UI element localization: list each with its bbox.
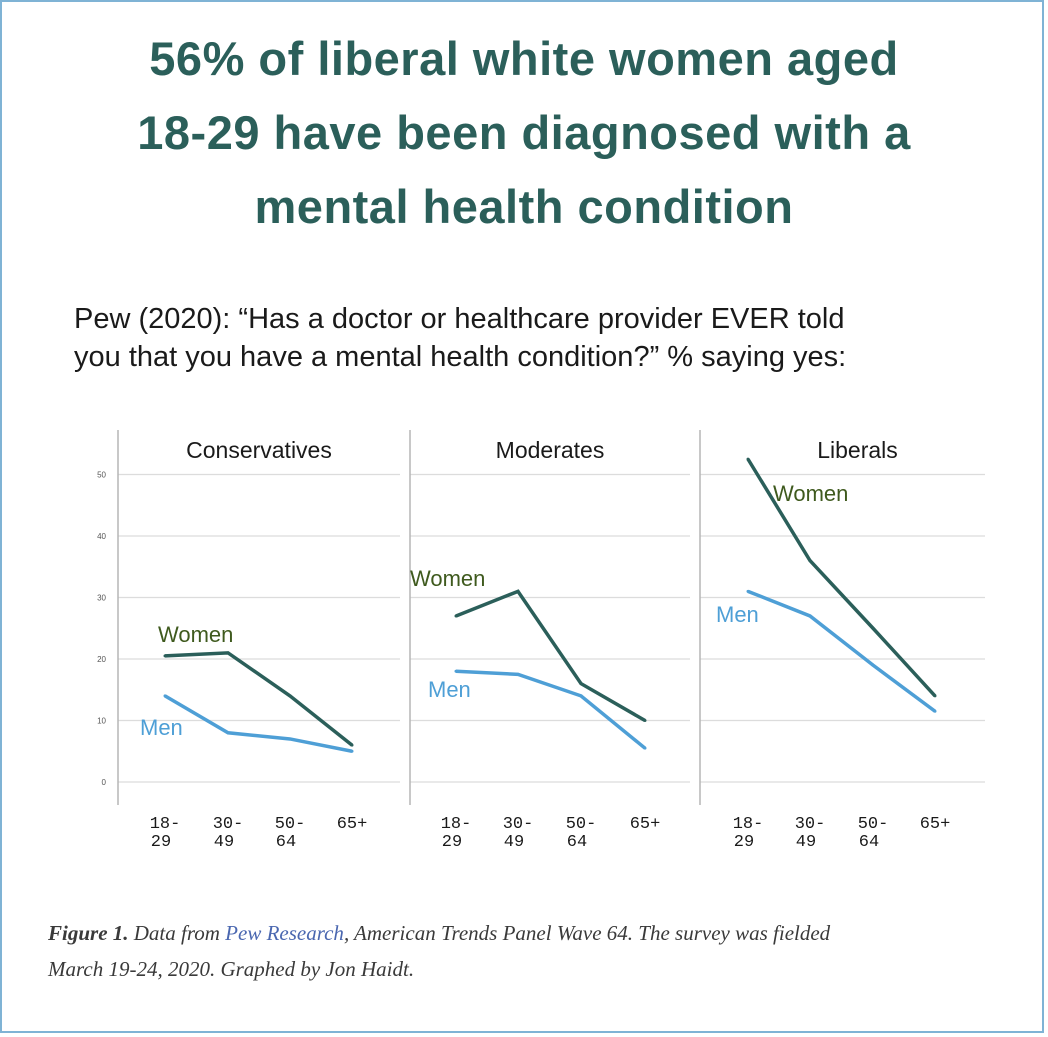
caption-text-1: Data from [133,921,226,945]
data-point-women [454,614,458,618]
y-tick-label: 20 [97,655,106,664]
data-point-women [350,743,354,747]
x-tick-label: 30-49 [213,815,244,852]
y-tick-label: 50 [97,471,106,480]
panel-title: Conservatives [186,437,332,463]
series-label-women: Women [158,622,233,647]
series-line-men [455,669,647,750]
chart-area: 0 10 20 30 40 50 Conservatives 18-29 30-49 50-64 6… [97,430,985,852]
series-line-men [747,589,937,713]
y-tick-label: 40 [97,532,106,541]
data-point-men [871,663,875,667]
data-point-men [288,737,292,741]
x-tick-label: 65+ [337,815,368,834]
data-point-women [933,694,937,698]
data-point-men [746,589,750,593]
data-point-women [808,559,812,563]
y-tick-label: 30 [97,594,106,603]
y-tick-label: 0 [102,778,107,787]
series-label-men: Men [140,715,183,740]
data-point-men [350,749,354,753]
series-line-women [455,589,646,723]
x-tick-label: 18-29 [441,815,472,852]
caption-figure-label: Figure 1. [48,921,129,945]
caption-source-link[interactable]: Pew Research [225,921,344,945]
panel-title: Liberals [817,437,898,463]
series-line-men [164,694,353,753]
x-tick-label: 50-64 [566,815,597,852]
data-point-men [808,614,812,618]
y-tick-label: 10 [97,717,106,726]
data-point-men [933,709,937,713]
caption-text-3: March 19-24, 2020. Graphed by Jon Haidt. [48,957,415,981]
data-point-men [643,746,647,750]
data-point-women [163,654,167,658]
data-point-women [226,651,230,655]
data-point-women [871,626,875,630]
series-label-men: Men [428,677,471,702]
data-point-men [579,694,583,698]
data-point-men [163,694,167,698]
series-label-women: Women [773,481,848,506]
chart-subtitle: Pew (2020): “Has a doctor or healthcare … [74,300,1014,376]
headline-line-3: mental health condition [254,180,794,233]
figure-caption: Figure 1. Data from Pew Research, Americ… [48,915,1018,987]
series-label-men: Men [716,602,759,627]
data-point-men [516,672,520,676]
headline: 56% of liberal white women aged 18-29 ha… [20,22,1028,244]
data-point-men [454,669,458,673]
series-line-women [164,651,354,747]
x-tick-label: 18-29 [733,815,764,852]
data-point-women [579,682,583,686]
panel-title: Moderates [496,437,605,463]
data-point-men [226,731,230,735]
x-tick-label: 18-29 [150,815,181,852]
x-tick-label: 50-64 [858,815,889,852]
x-tick-label: 30-49 [503,815,534,852]
x-tick-label: 65+ [630,815,661,834]
series-label-women: Women [410,566,485,591]
data-point-women [288,694,292,698]
subtitle-line-1: Pew (2020): “Has a doctor or healthcare … [74,303,845,335]
series-line-women [746,458,937,698]
subtitle-line-2: you that you have a mental health condit… [74,341,847,373]
x-tick-label: 30-49 [795,815,826,852]
x-tick-label: 50-64 [275,815,306,852]
headline-line-2: 18-29 have been diagnosed with a [137,106,911,159]
data-point-women [746,457,750,461]
x-tick-label: 65+ [920,815,951,834]
data-point-women [516,589,520,593]
caption-text-2: , American Trends Panel Wave 64. The sur… [343,921,831,945]
headline-line-1: 56% of liberal white women aged [149,32,899,85]
data-point-women [643,719,647,722]
